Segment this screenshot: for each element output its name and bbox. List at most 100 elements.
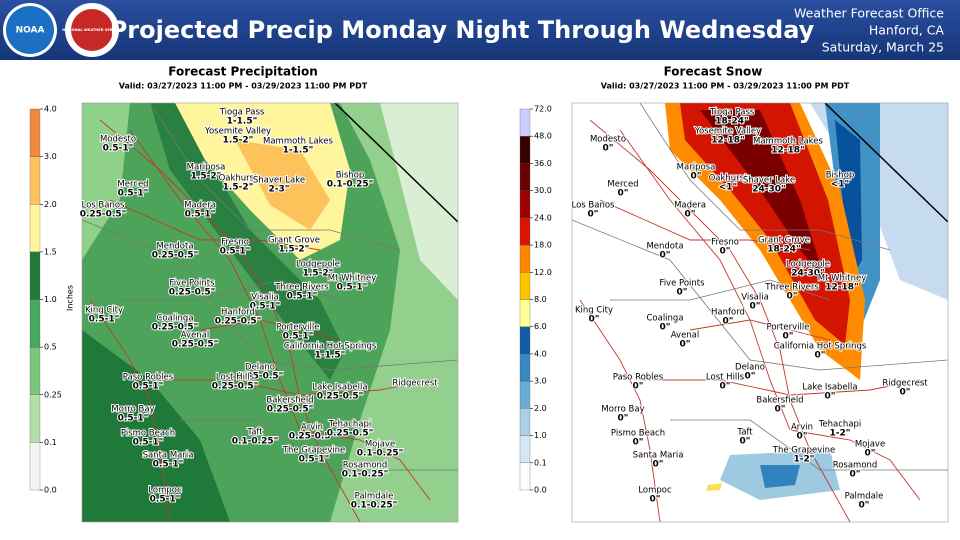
place-amount: 0" [797, 432, 808, 442]
colorbar-tick-label: 48.0 [534, 132, 552, 141]
place-amount: 1-1.5" [227, 117, 258, 127]
place-name: Coalinga [156, 314, 193, 324]
noaa-logo-inner [6, 6, 54, 54]
colorbar-segment [519, 353, 531, 382]
place-name: Five Points [659, 279, 705, 289]
place-name: Mt Whitney [328, 274, 377, 284]
colorbar-tick-label: 12.0 [534, 268, 552, 277]
colorbar-tick-label: 24.0 [534, 213, 552, 222]
place-name: King City [85, 306, 123, 316]
place-name: Shaver Lake [743, 176, 795, 186]
map-valid: Valid: 03/27/2023 11:00 PM - 03/29/2023 … [119, 82, 368, 91]
place-name: Fresno [711, 238, 739, 248]
place-name: Tehachapi [328, 420, 372, 430]
maps: Forecast Precipitation Valid: 03/27/2023 … [29, 65, 949, 523]
place-amount: 1.5-2" [223, 183, 254, 193]
place-name: Morro Bay [111, 405, 154, 415]
place-name: Lodgepole [296, 260, 340, 270]
colorbar-segment [519, 244, 531, 273]
place-amount: 0.5-1" [299, 455, 330, 465]
colorbar-segment [29, 442, 41, 491]
place-name: Mendota [156, 242, 193, 252]
place-name: Yosemite Valley [694, 127, 761, 137]
place-name: Taft [246, 428, 263, 438]
place-amount: 0.5-1" [287, 292, 318, 302]
place-name: Porterville [277, 323, 320, 333]
colorbar-tick-label: 0.5 [44, 343, 57, 352]
place-name: Morro Bay [601, 405, 644, 415]
office-line: Hanford, CA [869, 23, 945, 38]
place-amount: <1" [831, 180, 850, 190]
colorbar-segment [519, 272, 531, 300]
shade-region [82, 330, 230, 522]
place-amount: 0.5-1" [118, 414, 149, 424]
place-name: Coalinga [646, 314, 683, 324]
place-name: Merced [607, 180, 638, 190]
place-name: Tioga Pass [219, 108, 265, 118]
place-amount: 0" [900, 388, 911, 398]
place-amount: 0.5-1" [185, 210, 216, 220]
place-amount: 0" [650, 495, 661, 505]
colorbar-tick-label: 1.0 [44, 295, 57, 304]
colorbar-segment [519, 108, 531, 137]
place-name: Los Banos [572, 201, 616, 211]
colorbar-label: Inches [66, 285, 75, 311]
place-amount: 0" [618, 189, 629, 199]
place-amount: 0.25-0.5" [317, 392, 364, 402]
place-name: Bakersfield [266, 396, 313, 406]
place-name: Three Rivers [274, 283, 329, 293]
place-name: Modesto [100, 135, 136, 145]
place-name: Pismo Beach [611, 429, 665, 439]
colorbar-segment [519, 299, 531, 327]
shade-region [380, 103, 458, 300]
place-amount: 0.5-1" [133, 438, 164, 448]
colorbar-tick-label: 2.0 [44, 200, 57, 209]
place-name: Tehachapi [818, 420, 862, 430]
shade-region [760, 465, 800, 488]
place-name: Mammoth Lakes [263, 137, 334, 147]
place-amount: 18-24" [715, 117, 748, 127]
place-amount: 0" [588, 210, 599, 220]
place-amount: 24-30" [752, 185, 785, 195]
place-amount: 0" [660, 251, 671, 261]
place-name: Los Banos [82, 201, 126, 211]
colorbar-tick-label: 3.0 [44, 152, 57, 161]
colorbar-segment [519, 163, 531, 191]
colorbar-segment [29, 251, 41, 300]
place-amount: 0.5-1" [283, 332, 314, 342]
colorbar-segment [519, 326, 531, 355]
place-amount: 0" [825, 392, 836, 402]
place-amount: 0" [740, 437, 751, 447]
place-amount: 0.25-0.5" [289, 432, 336, 442]
place-name: Santa Maria [633, 451, 684, 461]
place-amount: 0.5-1" [250, 302, 281, 312]
colorbar-tick-label: 2.0 [534, 404, 547, 413]
place-amount: 0" [859, 501, 870, 511]
place-name: Palmdale [355, 492, 394, 502]
place-amount: 0.25-0.5" [152, 251, 199, 261]
place-amount: 0.5-1" [150, 495, 181, 505]
county-line [180, 419, 458, 471]
place-name: California Hot Springs [284, 342, 377, 352]
place-name: Fresno [221, 238, 249, 248]
place-amount: 24-30" [791, 269, 824, 279]
place-name: Shaver Lake [253, 176, 305, 186]
place-name: King City [575, 306, 613, 316]
county-line [670, 419, 948, 471]
place-name: Mendota [646, 242, 683, 252]
place-name: The Grapevine [282, 446, 345, 456]
place-name: Delano [735, 363, 765, 373]
colorbar-tick-label: 0.25 [44, 390, 62, 399]
place-amount: 0" [680, 340, 691, 350]
colorbar-segment [519, 136, 531, 164]
place-name: Yosemite Valley [204, 127, 271, 137]
place-name: Three Rivers [764, 283, 819, 293]
place-name: Arvin [791, 423, 813, 433]
place-name: Visalia [741, 293, 769, 303]
place-amount: 0.5-1" [118, 189, 149, 199]
place-name: Taft [736, 428, 753, 438]
place-amount: 0.1-0.25" [342, 470, 389, 480]
place-amount: 0" [618, 414, 629, 424]
place-amount: 0.1-0.25" [357, 449, 404, 459]
place-name: Paso Robles [123, 373, 174, 383]
